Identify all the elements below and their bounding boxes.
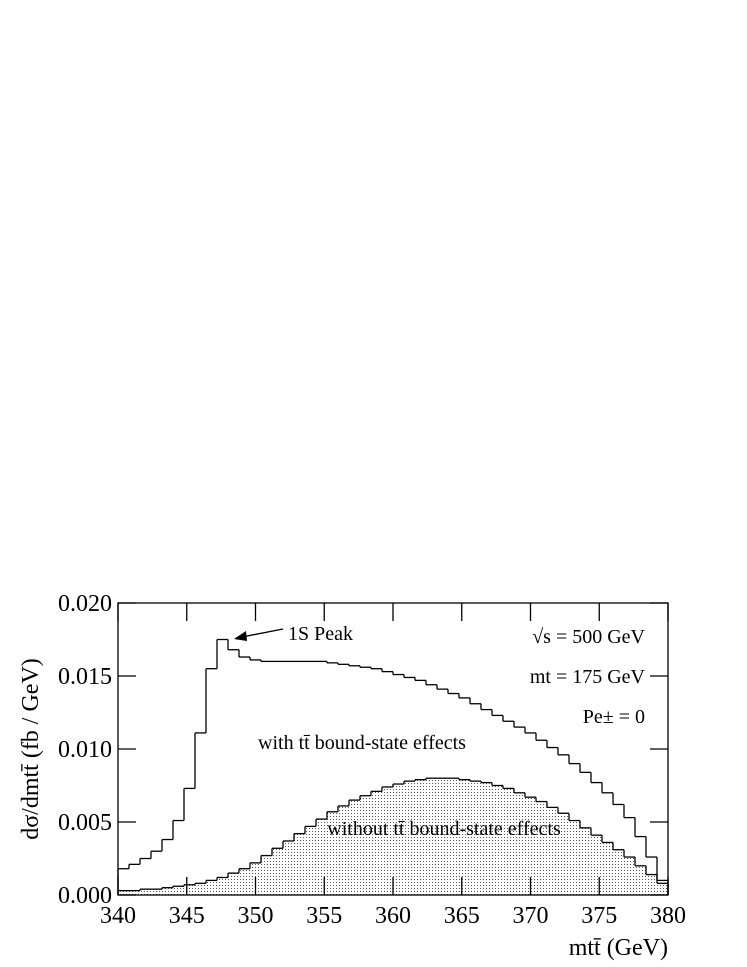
annotation: with tt̄ bound-state effects [258, 732, 466, 754]
x-tick-label: 340 [100, 903, 136, 929]
hist-fill [382, 786, 393, 895]
hist-fill [371, 791, 382, 895]
hist-fill [514, 792, 525, 895]
hist-fill [360, 795, 371, 895]
y-tick-label: 0.010 [58, 737, 112, 763]
hist-fill [272, 848, 283, 895]
hist-fill [316, 819, 327, 895]
hist-fill [415, 779, 426, 895]
hist-fill [228, 873, 239, 895]
hist-fill [492, 785, 503, 895]
hist-fill [151, 889, 162, 895]
hist-fill [426, 778, 437, 895]
hist-fill [217, 877, 228, 895]
hist-fill [536, 801, 547, 895]
annotation: √s = 500 GeV [532, 626, 645, 648]
x-tick-label: 365 [444, 903, 480, 929]
hist-fill [459, 779, 470, 895]
x-tick-label: 375 [581, 903, 617, 929]
hist-fill [184, 884, 195, 895]
hist-fill [657, 883, 668, 895]
hist-fill [162, 887, 173, 895]
hist-fill [547, 807, 558, 895]
hist-fill [591, 835, 602, 895]
hist-fill [404, 781, 415, 895]
hist-fill [294, 833, 305, 895]
hist-fill [481, 782, 492, 895]
hist-fill [195, 883, 206, 895]
hist-fill [239, 868, 250, 895]
hist-fill [602, 842, 613, 895]
hist-fill [305, 826, 316, 895]
x-tick-label: 360 [375, 903, 411, 929]
x-tick-label: 380 [650, 903, 686, 929]
hist-fill [283, 840, 294, 895]
hist-fill [206, 880, 217, 895]
hist-fill [635, 865, 646, 895]
hist-fill [437, 778, 448, 895]
x-tick-label: 370 [513, 903, 549, 929]
hist-fill [613, 849, 624, 895]
x-axis-label: mtt̄ (GeV) [569, 935, 668, 961]
hist-fill [327, 811, 338, 895]
x-tick-label: 345 [169, 903, 205, 929]
hist-fill [470, 781, 481, 895]
hist-fill [140, 889, 151, 895]
annotation: mt = 175 GeV [530, 666, 646, 688]
y-tick-label: 0.015 [58, 664, 112, 690]
annotation: 1S Peak [288, 623, 353, 645]
arrow-head [234, 631, 247, 641]
arrow-shaft [241, 628, 284, 638]
hist-fill [525, 797, 536, 895]
annotation: without tt̄ bound-state effects [327, 818, 561, 840]
x-tick-label: 355 [306, 903, 342, 929]
hist-fill [558, 813, 569, 895]
hist-fill [338, 805, 349, 895]
annotation: Pe± = 0 [583, 706, 645, 728]
hist-fill [503, 788, 514, 895]
y-tick-label: 0.000 [58, 883, 112, 909]
x-tick-label: 350 [238, 903, 274, 929]
hist-fill [349, 800, 360, 895]
hist-fill [569, 820, 580, 895]
hist-fill [261, 855, 272, 895]
hist-fill [118, 890, 129, 895]
y-tick-label: 0.005 [58, 810, 112, 836]
y-tick-label: 0.020 [58, 591, 112, 617]
hist-fill [580, 827, 591, 895]
y-axis-label: dσ/dmtt̄ (fb / GeV) [18, 658, 44, 840]
hist-fill [173, 886, 184, 895]
hist-fill [448, 778, 459, 895]
hist-fill [624, 857, 635, 895]
hist-fill [393, 784, 404, 895]
hist-fill [129, 890, 140, 895]
hist-fill [646, 874, 657, 895]
